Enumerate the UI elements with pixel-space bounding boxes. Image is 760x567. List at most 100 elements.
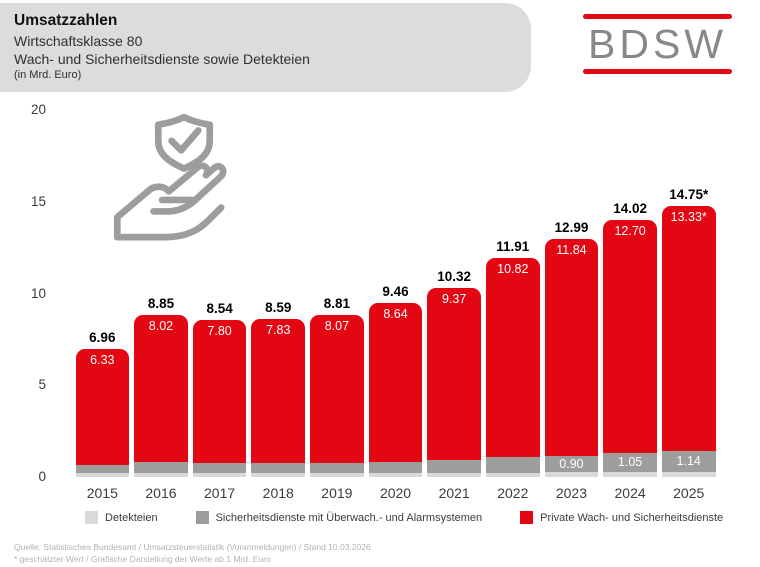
chart-legend: Detekteien Sicherheitsdienste mit Überwac… [85, 511, 723, 524]
bar-segment-detectives [192, 473, 247, 477]
bar-segment-private-security: 7.80 [192, 320, 247, 464]
x-axis-label-2023: 2023 [555, 485, 588, 501]
logo-line-bottom [583, 69, 732, 74]
bar-column-2023: 12.99 11.84 0.90 [544, 220, 599, 477]
bar-stack: 6.96 6.33 [75, 330, 130, 477]
bar-segment-detectives [75, 473, 130, 477]
bar-column-2019: 8.81 8.07 [310, 296, 364, 477]
bar-segment-detectives [427, 473, 481, 477]
bar-segment-private-security: 8.64 [368, 303, 423, 462]
hand-icon [113, 162, 227, 241]
x-axis-label-2020: 2020 [379, 485, 412, 501]
bar-total-label: 14.75* [669, 187, 709, 203]
bar-column-2017: 8.54 7.80 [192, 301, 247, 477]
bar-column-2025: 14.75* 13.33* 1.14 [661, 187, 716, 477]
bar-total-label: 8.85 [147, 295, 175, 311]
bar-segment-alarm-services [134, 461, 188, 474]
x-axis-label-2018: 2018 [262, 485, 294, 501]
y-axis-tick: 5 [38, 377, 46, 393]
bar-segment-private-security: 9.37 [427, 287, 481, 460]
bar-column-2020: 9.46 8.64 [368, 284, 423, 477]
legend-item: Detekteien [85, 511, 158, 524]
y-axis-tick: 20 [30, 102, 46, 117]
bar-segment-detectives [310, 473, 364, 477]
y-axis-tick: 0 [38, 469, 46, 484]
bar-stack: 10.32 9.37 [427, 269, 481, 477]
x-axis-labels: 2015 2016 2017 2018 2019 2020 2021 2022 2023 2024… [73, 485, 718, 501]
x-axis-label-2016: 2016 [145, 485, 177, 501]
bar-stack: 8.54 7.80 [192, 301, 247, 477]
bar-segment-alarm-services [485, 457, 540, 474]
legend-swatch [195, 511, 209, 524]
bar-total-label: 14.02 [613, 200, 647, 216]
bar-column-2022: 11.91 10.82 [485, 239, 540, 477]
bar-chart-plot-area: 6.96 6.33 8.85 8.02 8.54 7.80 8.59 7.83 8.81 8.07… [73, 110, 718, 477]
bar-column-2021: 10.32 9.37 [427, 269, 481, 477]
bar-stack: 9.46 8.64 [368, 284, 423, 477]
header-box: Umsatzzahlen Wirtschaftsklasse 80 Wach- … [0, 3, 531, 92]
legend-label: Detekteien [105, 511, 158, 524]
legend-item: Private Wach- und Sicherheitsdienste [520, 511, 723, 524]
legend-label: Private Wach- und Sicherheitsdienste [540, 511, 724, 524]
bar-segment-private-security: 12.70 [603, 219, 657, 453]
bar-segment-private-security: 7.83 [251, 319, 306, 464]
bar-total-label: 10.32 [437, 268, 472, 284]
bar-stack: 8.81 8.07 [310, 296, 364, 477]
bar-column-2024: 14.02 12.70 1.05 [603, 201, 657, 477]
logo-line-top [583, 14, 732, 19]
bar-segment-private-security: 6.33 [75, 349, 130, 466]
x-axis-label-2024: 2024 [614, 485, 646, 501]
bar-segment-detectives [368, 473, 423, 477]
source-note: Quelle: Statistisches Bundesamt / Umsatz… [14, 541, 371, 565]
bar-segment-alarm-services: 1.05 [603, 452, 657, 473]
bar-segment-detectives [603, 472, 657, 477]
bar-total-label: 12.99 [554, 219, 589, 235]
bar-segment-detectives [661, 471, 716, 477]
legend-swatch [520, 511, 534, 524]
bar-segment-private-security: 8.02 [134, 314, 188, 462]
bar-column-2016: 8.85 8.02 [134, 296, 188, 477]
bdsw-logo: BDSW [583, 14, 732, 74]
unit-note: (in Mrd. Euro) [14, 69, 82, 81]
bar-segment-detectives [485, 473, 540, 477]
bar-stack: 8.59 7.83 [251, 300, 306, 477]
bar-stack: 11.91 10.82 [485, 239, 540, 477]
bar-stack: 14.75* 13.33* 1.14 [661, 187, 716, 477]
bar-segment-private-security: 10.82 [485, 258, 540, 457]
shield-icon [154, 113, 214, 172]
bar-segment-private-security: 11.84 [544, 238, 599, 456]
check-icon [168, 127, 202, 154]
bar-segment-private-security: 13.33* [661, 206, 716, 451]
bar-segment-detectives [544, 472, 599, 477]
x-axis-label-2019: 2019 [321, 485, 353, 501]
bar-total-label: 9.46 [382, 284, 409, 300]
x-axis-label-2015: 2015 [86, 485, 118, 501]
logo-text: BDSW [588, 21, 727, 67]
x-axis-label-2022: 2022 [497, 485, 529, 501]
bar-total-label: 6.96 [89, 330, 116, 346]
asterisk-note: * geschätzter Wert / Grafische Darstellu… [14, 554, 271, 564]
bar-segment-alarm-services [251, 463, 306, 474]
bar-column-2018: 8.59 7.83 [251, 300, 306, 477]
y-axis-tick: 10 [30, 285, 46, 301]
bar-segment-detectives [251, 473, 306, 477]
header-subtitle-1: Wirtschaftsklasse 80 [14, 33, 143, 49]
bar-segment-private-security: 8.07 [310, 315, 364, 464]
bar-segment-alarm-services [310, 463, 364, 474]
bar-total-label: 11.91 [496, 239, 530, 255]
bar-total-label: 8.81 [323, 296, 351, 312]
bar-stack: 12.99 11.84 0.90 [544, 220, 599, 477]
hand-presenting-shield-check-icon [113, 113, 227, 241]
bar-segment-detectives [134, 473, 188, 477]
legend-item: Sicherheitsdienste mit Überwach.- und Al… [195, 511, 483, 524]
bar-total-label: 8.59 [265, 300, 292, 316]
page-title: Umsatzzahlen [14, 12, 118, 29]
legend-label: Sicherheitsdienste mit Überwach.- und Al… [215, 511, 483, 524]
hand-bottom-edge [113, 204, 225, 241]
bar-segment-alarm-services: 0.90 [544, 455, 599, 473]
x-axis-label-2021: 2021 [438, 485, 470, 501]
source-line: Quelle: Statistisches Bundesamt / Umsatz… [14, 542, 371, 552]
header-subtitle-2: Wach- und Sicherheitsdienste sowie Detek… [14, 51, 310, 67]
bar-segment-alarm-services [75, 465, 130, 474]
bar-segment-alarm-services [427, 459, 481, 474]
